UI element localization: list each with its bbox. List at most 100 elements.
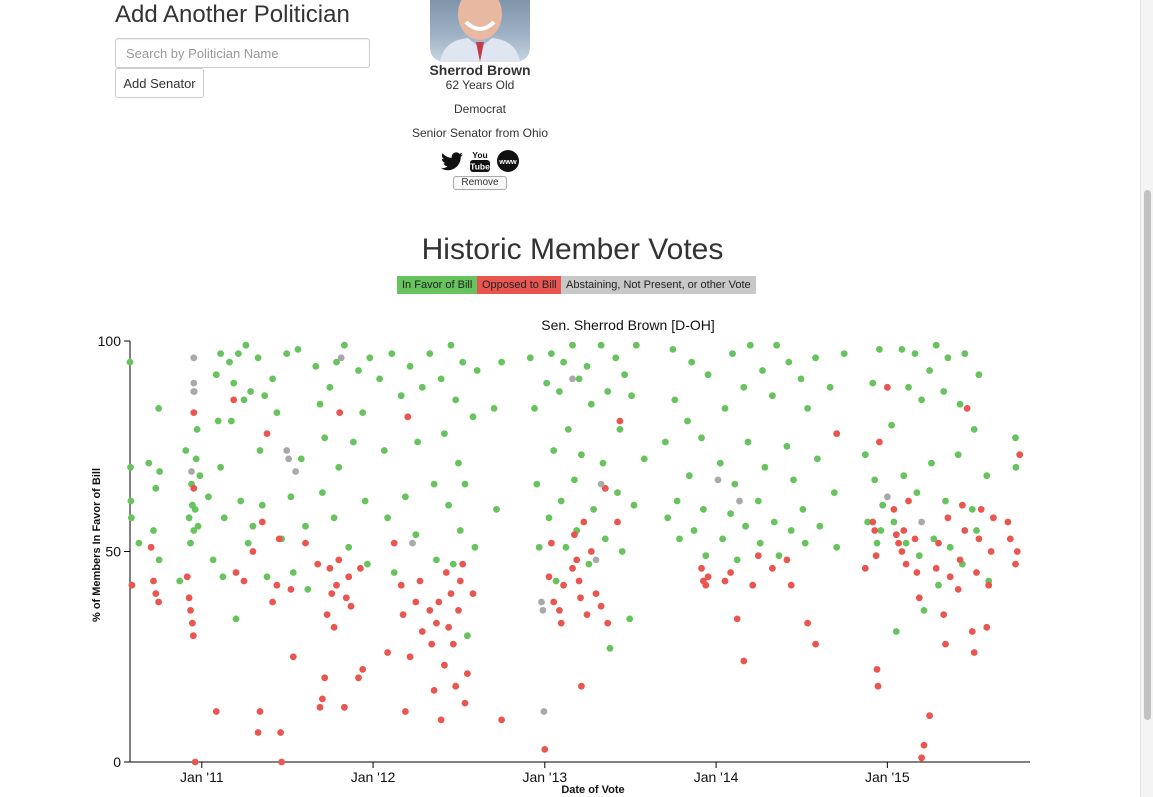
point-in-favor [412, 531, 420, 539]
page-scrollbar[interactable] [1140, 0, 1153, 797]
point-opposed [435, 598, 443, 606]
avatar [430, 0, 530, 62]
point-in-favor [826, 383, 834, 391]
point-opposed [733, 615, 741, 623]
point-in-favor [744, 438, 752, 446]
point-opposed [461, 699, 469, 707]
point-opposed [314, 560, 322, 568]
point-opposed [946, 573, 954, 581]
point-in-favor [406, 362, 414, 370]
point-opposed [869, 518, 877, 526]
point-opposed [347, 602, 355, 610]
point-opposed [328, 590, 336, 597]
youtube-icon-text-bottom: Tube [470, 162, 490, 172]
point-in-favor [384, 514, 391, 522]
www-icon-text: www [498, 157, 517, 166]
point-in-favor [376, 375, 383, 383]
point-opposed [545, 573, 553, 581]
point-opposed [452, 682, 460, 690]
point-in-favor [249, 522, 257, 530]
point-abstaining [409, 539, 416, 547]
point-opposed [987, 548, 995, 555]
point-opposed [442, 569, 450, 576]
point-opposed [278, 758, 285, 766]
scrollbar-thumb[interactable] [1144, 190, 1151, 720]
point-in-favor [176, 577, 184, 585]
point-abstaining [538, 598, 545, 606]
point-opposed [190, 484, 198, 492]
point-abstaining [292, 468, 299, 475]
point-in-favor [902, 539, 910, 547]
point-opposed [263, 430, 271, 437]
point-opposed [578, 682, 585, 690]
point-opposed [341, 703, 348, 711]
point-in-favor [869, 379, 877, 387]
politician-name: Sherrod Brown [429, 62, 531, 78]
legend-opposed: Opposed to Bill [477, 276, 562, 294]
point-in-favor [205, 493, 212, 501]
youtube-icon-text-top: You [472, 150, 487, 160]
twitter-icon[interactable] [440, 149, 464, 173]
politician-search-input[interactable] [115, 38, 370, 68]
point-in-favor [193, 426, 201, 433]
point-in-favor [864, 518, 871, 526]
point-opposed [926, 712, 933, 720]
point-in-favor [447, 341, 455, 349]
point-in-favor [970, 426, 978, 433]
point-opposed [187, 607, 194, 614]
point-opposed [556, 607, 563, 614]
point-in-favor [601, 535, 609, 543]
point-opposed [812, 640, 819, 648]
youtube-icon[interactable]: You Tube [468, 149, 492, 173]
add-senator-button[interactable]: Add Senator [115, 68, 204, 98]
point-in-favor [632, 341, 640, 349]
point-in-favor [473, 367, 481, 374]
point-in-favor [873, 539, 881, 547]
point-in-favor [685, 472, 693, 480]
point-in-favor [191, 506, 199, 513]
point-opposed [935, 539, 942, 547]
social-links: You Tube www [440, 149, 520, 175]
politician-age: 62 Years Old [445, 78, 515, 92]
point-in-favor [441, 430, 448, 437]
point-in-favor [256, 447, 264, 454]
point-opposed [577, 594, 584, 602]
point-in-favor [704, 371, 712, 379]
chart-section-title: Historic Member Votes [421, 233, 724, 266]
point-opposed [399, 611, 407, 618]
point-opposed [319, 695, 326, 703]
www-icon[interactable]: www [496, 149, 520, 173]
point-opposed [498, 716, 505, 724]
point-in-favor [330, 514, 338, 522]
point-opposed [335, 556, 343, 564]
point-opposed [269, 598, 276, 606]
point-in-favor [940, 388, 948, 395]
point-opposed [704, 573, 712, 581]
point-in-favor [535, 543, 543, 551]
point-in-favor [155, 556, 163, 564]
point-in-favor [597, 341, 605, 349]
point-in-favor [769, 392, 776, 400]
point-in-favor [785, 358, 793, 366]
point-in-favor [585, 560, 593, 568]
point-in-favor [604, 388, 612, 395]
point-abstaining [736, 497, 743, 505]
point-in-favor [552, 577, 560, 585]
point-abstaining [337, 354, 345, 362]
remove-politician-button[interactable]: Remove [453, 176, 507, 190]
point-in-favor [135, 539, 143, 547]
x-tick-label: Jan '14 [694, 769, 739, 785]
point-opposed [902, 560, 910, 568]
point-opposed [150, 577, 157, 585]
point-abstaining [540, 708, 548, 715]
add-politician-title: Add Another Politician [115, 1, 350, 28]
point-in-favor [237, 497, 245, 505]
point-in-favor [304, 586, 312, 593]
point-in-favor [333, 358, 340, 366]
point-abstaining [597, 480, 605, 488]
point-in-favor [212, 371, 220, 379]
point-in-favor [618, 548, 626, 555]
point-in-favor [935, 581, 942, 589]
point-opposed [783, 556, 791, 564]
point-opposed [702, 581, 710, 589]
